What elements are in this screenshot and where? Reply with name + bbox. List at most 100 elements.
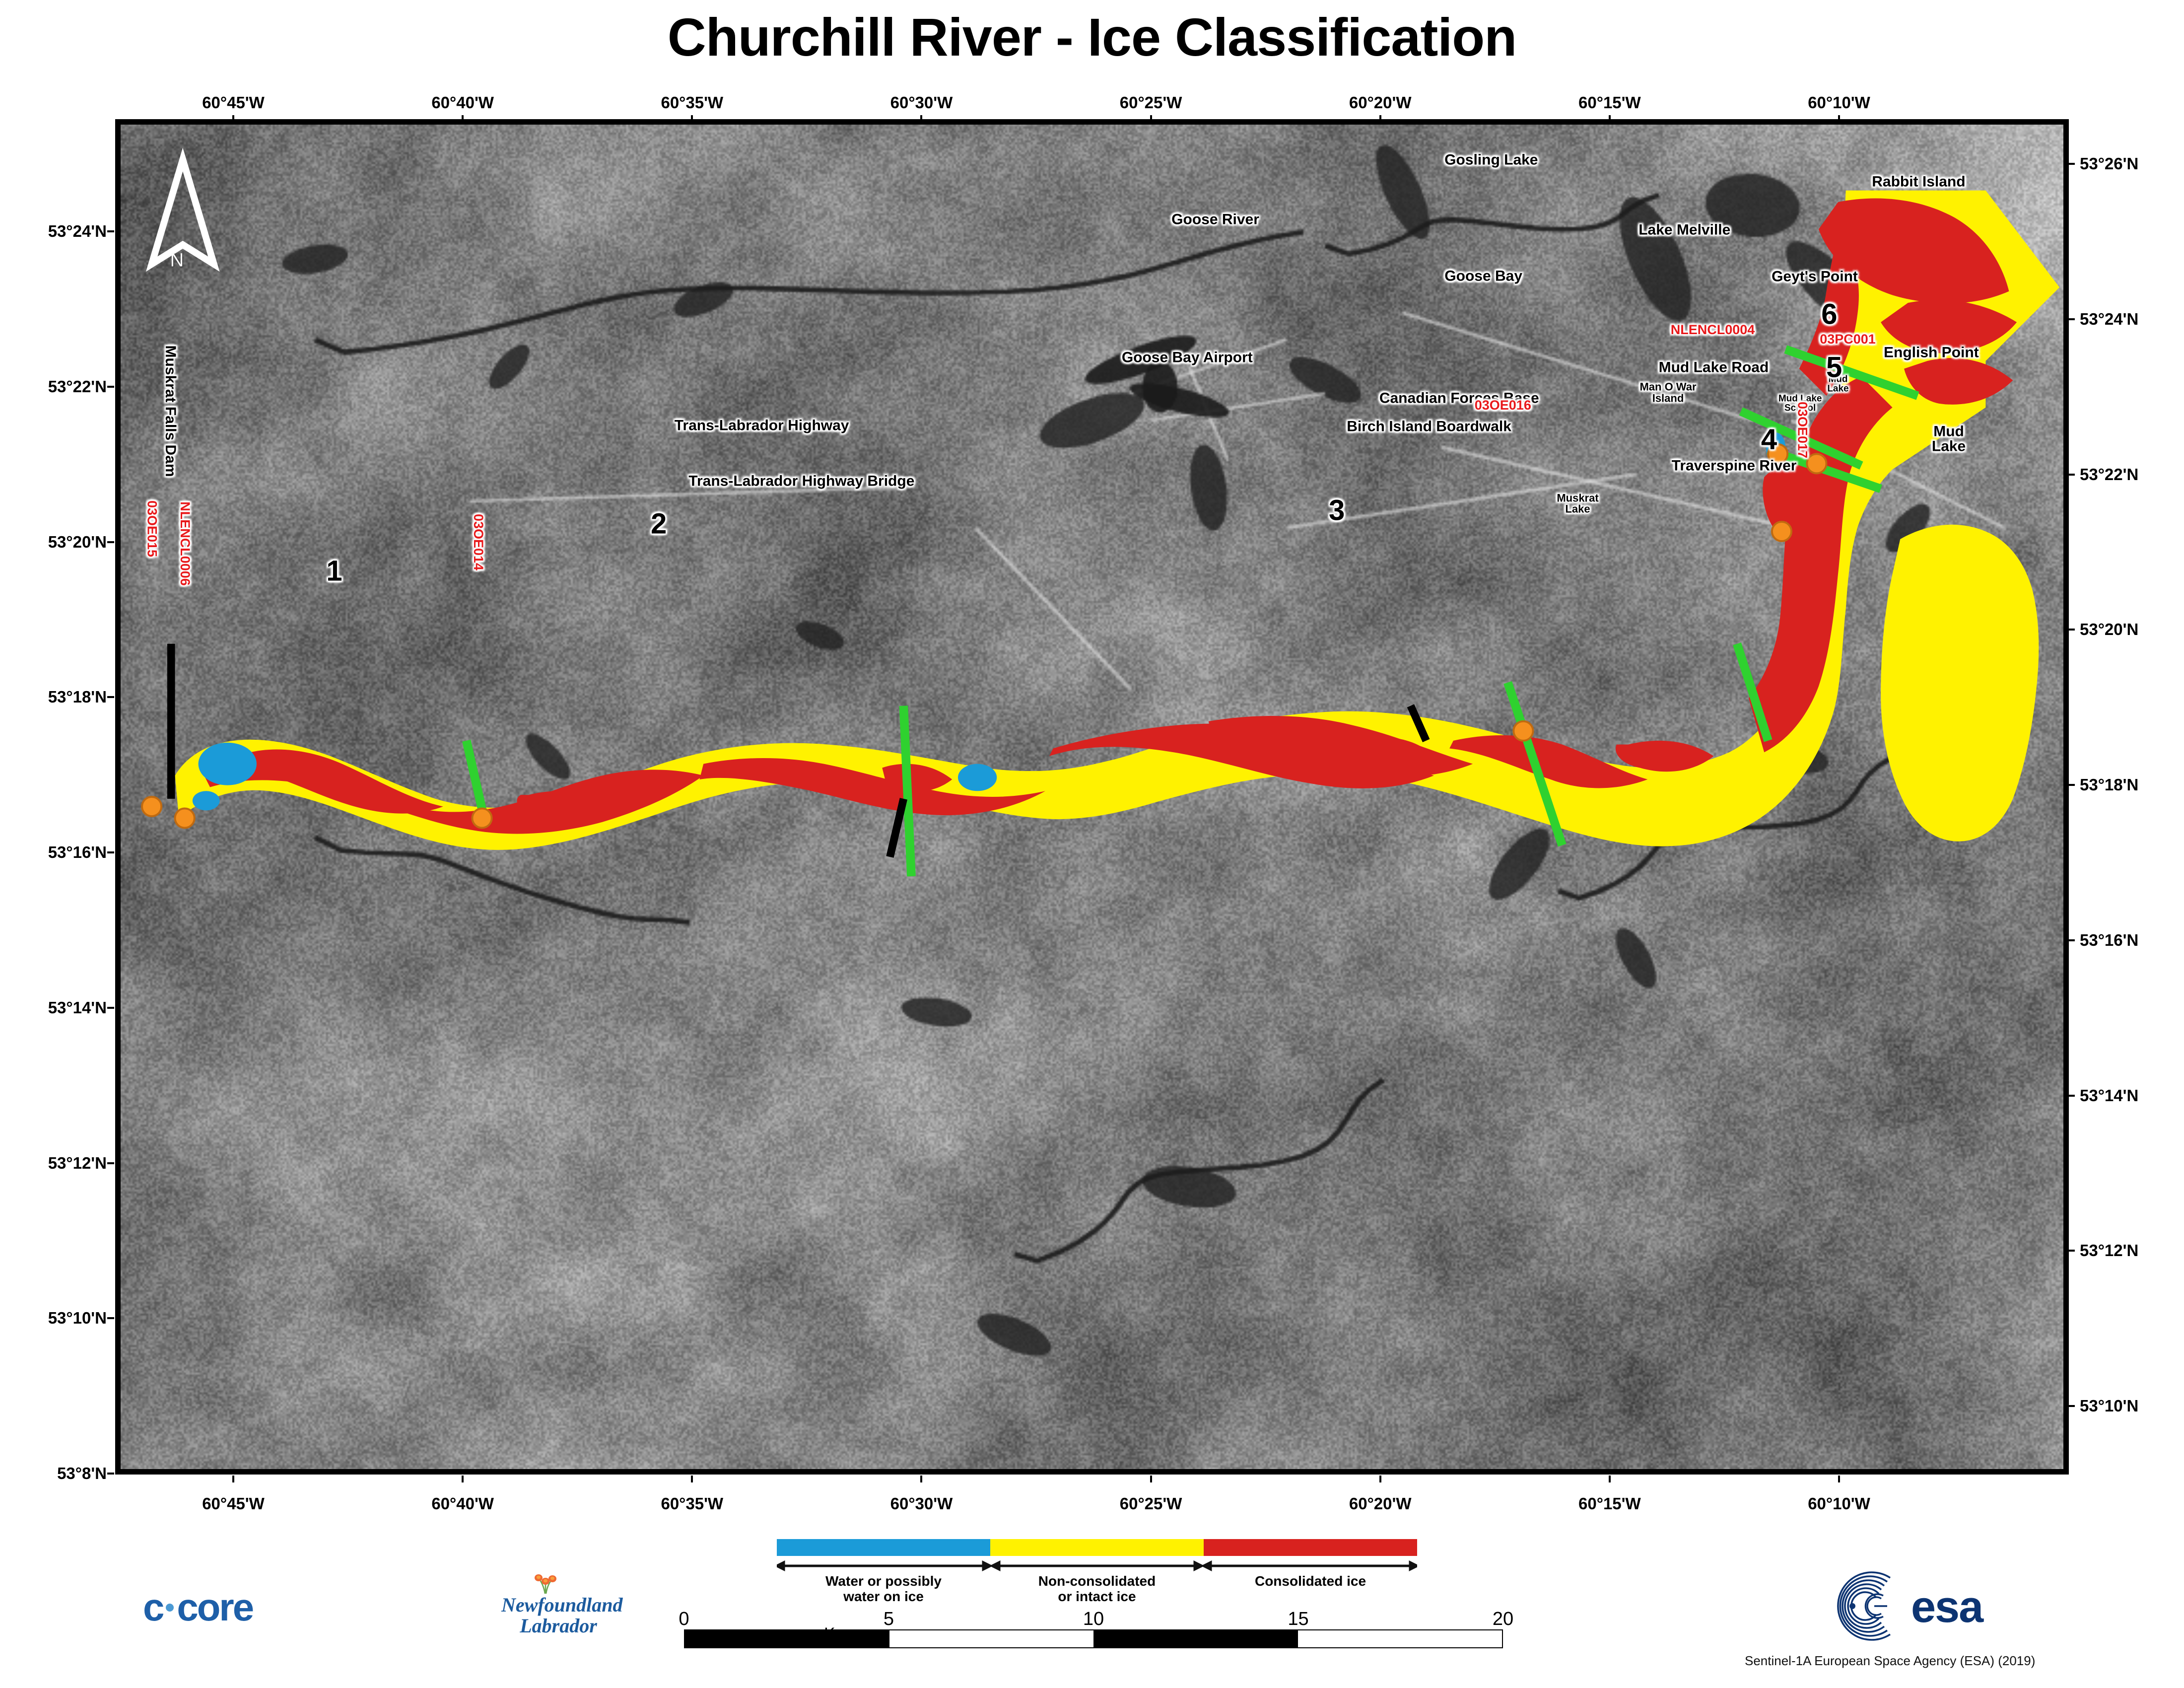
scale-bar-tick-label: 20 bbox=[1493, 1609, 1513, 1630]
scale-bar-ticks: 0 5 10 15 20 bbox=[684, 1609, 1503, 1629]
axis-tick-mark bbox=[2068, 1095, 2075, 1097]
scale-bar-tick-label: 15 bbox=[1288, 1609, 1308, 1630]
axis-tick-label: 53°10'N bbox=[48, 1309, 107, 1328]
axis-tick-mark bbox=[2068, 1405, 2075, 1407]
axis-tick-mark bbox=[1838, 115, 1840, 122]
axis-tick-label: 60°35'W bbox=[661, 93, 723, 112]
axis-tick-mark bbox=[232, 115, 234, 122]
ice-classification-overlay bbox=[121, 125, 2063, 1469]
esa-credit-text: Sentinel-1A European Space Agency (ESA) … bbox=[1745, 1653, 2035, 1669]
axis-tick-mark bbox=[107, 1317, 114, 1319]
legend-labels: Water or possibly water on ice Non-consoli… bbox=[777, 1573, 1417, 1605]
axis-tick-label: 53°14'N bbox=[2080, 1086, 2138, 1105]
axis-tick-mark bbox=[107, 1473, 114, 1475]
axis-tick-mark bbox=[920, 115, 922, 122]
axis-tick-label: 53°16'N bbox=[2080, 931, 2138, 950]
axis-tick-label: 60°20'W bbox=[1349, 93, 1412, 112]
scale-bar-tick-label: 10 bbox=[1083, 1609, 1104, 1630]
ice-polygon-nonconsolidated bbox=[175, 272, 1986, 850]
north-arrow-icon bbox=[152, 159, 214, 264]
axis-tick-label: 53°10'N bbox=[2080, 1397, 2138, 1415]
legend-range-arrows bbox=[777, 1559, 1417, 1572]
axis-tick-label: 60°45'W bbox=[202, 93, 265, 112]
esa-emblem-icon bbox=[1832, 1569, 1906, 1646]
axis-tick-mark bbox=[2068, 629, 2075, 631]
axis-tick-label: 53°18'N bbox=[2080, 775, 2138, 794]
axis-tick-label: 53°22'N bbox=[48, 377, 107, 396]
axis-tick-label: 60°30'W bbox=[890, 1494, 953, 1513]
axis-tick-label: 60°10'W bbox=[1808, 1494, 1870, 1513]
axis-tick-label: 53°12'N bbox=[2080, 1241, 2138, 1260]
axis-tick-label: 53°16'N bbox=[48, 843, 107, 862]
nl-logo-line1: Newfoundland bbox=[501, 1594, 623, 1616]
legend-color-bars bbox=[777, 1539, 1417, 1556]
axis-tick-mark bbox=[232, 1476, 234, 1482]
scale-bar-segments bbox=[684, 1629, 1503, 1648]
map-canvas[interactable]: N UTM Zone 21 N WGS84 Sentinel-1 Descend… bbox=[115, 119, 2069, 1475]
axis-tick-label: 60°25'W bbox=[1120, 93, 1182, 112]
ccore-logo-c: c bbox=[143, 1585, 163, 1630]
axis-tick-label: 60°25'W bbox=[1120, 1494, 1182, 1513]
axis-tick-mark bbox=[1838, 1476, 1840, 1482]
scale-bar-tick-label: 0 bbox=[679, 1609, 689, 1630]
axis-tick-label: 53°14'N bbox=[48, 998, 107, 1017]
nl-logo-line2: Labrador bbox=[520, 1615, 597, 1637]
axis-tick-mark bbox=[462, 115, 464, 122]
mud-lake-ice-polygon bbox=[1881, 525, 2039, 842]
axis-tick-mark bbox=[107, 696, 114, 698]
axis-tick-label: 53°26'N bbox=[2080, 154, 2138, 173]
legend-swatch bbox=[777, 1539, 990, 1556]
axis-tick-label: 60°15'W bbox=[1578, 93, 1641, 112]
scale-bar: 0 5 10 15 20 bbox=[684, 1609, 1503, 1648]
axis-tick-label: 60°20'W bbox=[1349, 1494, 1412, 1513]
ccore-logo-core: core bbox=[177, 1585, 253, 1630]
axis-tick-mark bbox=[2068, 474, 2075, 476]
axis-tick-label: 60°40'W bbox=[431, 93, 494, 112]
legend-class-label: Water or possibly water on ice bbox=[777, 1573, 990, 1605]
esa-logo[interactable]: esa bbox=[1832, 1569, 1982, 1646]
axis-tick-label: 53°24'N bbox=[48, 222, 107, 241]
ccore-logo-dot-icon bbox=[166, 1604, 174, 1612]
axis-tick-mark bbox=[107, 1007, 114, 1009]
axis-tick-mark bbox=[107, 230, 114, 232]
scale-bar-tick-label: 5 bbox=[884, 1609, 894, 1630]
axis-tick-mark bbox=[1609, 115, 1611, 122]
axis-tick-label: 60°40'W bbox=[431, 1494, 494, 1513]
legend-class-label: Non-consolidated or intact ice bbox=[990, 1573, 1204, 1605]
axis-tick-mark bbox=[2068, 784, 2075, 786]
axis-tick-label: 53°8'N bbox=[57, 1464, 107, 1483]
axis-tick-label: 60°15'W bbox=[1578, 1494, 1641, 1513]
scale-bar-unit: Km bbox=[824, 1624, 849, 1644]
axis-tick-mark bbox=[1379, 115, 1381, 122]
axis-tick-mark bbox=[1379, 1476, 1381, 1482]
newfoundland-labrador-logo[interactable]: Newfoundland Labrador bbox=[501, 1573, 615, 1636]
esa-wordmark: esa bbox=[1911, 1582, 1982, 1633]
axis-tick-label: 53°20'N bbox=[2080, 620, 2138, 639]
legend-swatch bbox=[990, 1539, 1204, 1556]
axis-tick-label: 53°24'N bbox=[2080, 310, 2138, 329]
axis-tick-mark bbox=[1609, 1476, 1611, 1482]
axis-tick-label: 60°10'W bbox=[1808, 93, 1870, 112]
legend-swatch bbox=[1204, 1539, 1417, 1556]
axis-tick-mark bbox=[691, 1476, 693, 1482]
axis-tick-label: 60°35'W bbox=[661, 1494, 723, 1513]
ice-polygon-consolidated bbox=[199, 199, 2017, 834]
axis-tick-label: 60°45'W bbox=[202, 1494, 265, 1513]
axis-tick-mark bbox=[2068, 318, 2075, 320]
axis-tick-mark bbox=[2068, 163, 2075, 165]
axis-tick-mark bbox=[462, 1476, 464, 1482]
page-title: Churchill River - Ice Classification bbox=[0, 6, 2184, 68]
axis-tick-mark bbox=[107, 851, 114, 853]
axis-tick-label: 53°20'N bbox=[48, 533, 107, 552]
axis-tick-label: 53°18'N bbox=[48, 688, 107, 706]
axis-tick-mark bbox=[691, 115, 693, 122]
axis-tick-label: 60°30'W bbox=[890, 93, 953, 112]
ccore-logo[interactable]: c core bbox=[143, 1585, 253, 1630]
axis-tick-mark bbox=[107, 541, 114, 543]
pitcher-plant-flowers-icon bbox=[501, 1573, 615, 1595]
axis-tick-mark bbox=[920, 1476, 922, 1482]
axis-tick-mark bbox=[2068, 939, 2075, 941]
legend-class-label: Consolidated ice bbox=[1204, 1573, 1417, 1605]
axis-tick-mark bbox=[107, 1162, 114, 1164]
axis-tick-mark bbox=[1150, 115, 1152, 122]
